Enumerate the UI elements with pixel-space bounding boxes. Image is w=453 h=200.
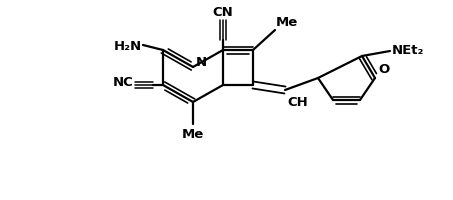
Text: CN: CN: [212, 6, 233, 19]
Text: N: N: [196, 56, 207, 69]
Text: O: O: [378, 63, 389, 76]
Text: NEt₂: NEt₂: [392, 44, 424, 57]
Text: Me: Me: [276, 16, 298, 29]
Text: Me: Me: [182, 127, 204, 140]
Text: CH: CH: [287, 96, 308, 108]
Text: NC: NC: [112, 76, 133, 89]
Text: H₂N: H₂N: [114, 39, 142, 52]
